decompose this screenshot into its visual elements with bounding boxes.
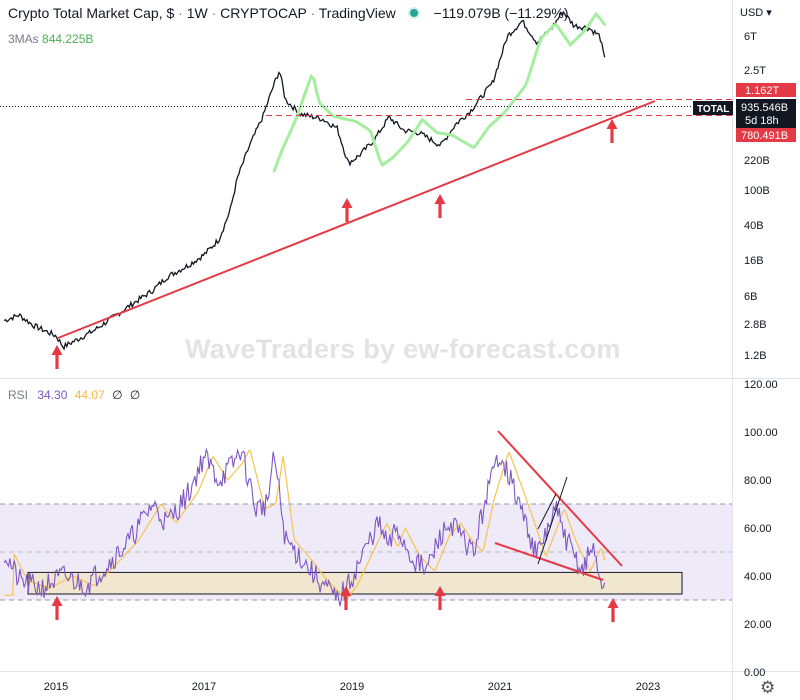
trendline <box>57 100 656 339</box>
rsi-axis-tick: 80.00 <box>744 475 772 487</box>
price-axis-tick: 2.8B <box>744 319 767 331</box>
price-arrow-icon <box>606 119 618 143</box>
price-arrow-icon <box>341 198 353 222</box>
price-axis-tick: 6T <box>744 31 757 43</box>
rsi-legend[interactable]: RSI 34.30 44.07 ∅ ∅ <box>8 388 140 402</box>
ma-series <box>272 11 606 173</box>
time-axis-tick: 2021 <box>488 681 512 693</box>
time-axis-tick: 2023 <box>636 681 660 693</box>
rsi-value-4: ∅ <box>129 388 141 402</box>
lower-price-label: 780.491B <box>741 130 788 142</box>
total-name-tag <box>693 101 733 115</box>
indicator-legend[interactable]: 3MAs 844.225B <box>8 32 93 46</box>
rsi-lower-trendline <box>494 542 604 581</box>
rsi-axis-tick: 120.00 <box>744 379 778 391</box>
rsi-channel-line-2 <box>537 493 557 530</box>
rsi-axis-tick: 60.00 <box>744 523 772 535</box>
rsi-value-3: ∅ <box>112 388 123 402</box>
price-arrow-icon <box>51 345 63 369</box>
price-axis-tick: 16B <box>744 255 764 267</box>
chart-header: Crypto Total Market Cap, $ · 1W · CRYPTO… <box>8 5 569 21</box>
rsi-value: 34.30 <box>37 388 68 402</box>
change-value: −119.079B (−11.29%) <box>433 5 569 21</box>
price-axis-tick: 220B <box>744 155 770 167</box>
upper-price-tag <box>736 83 796 97</box>
countdown-label: 5d 18h <box>745 115 779 127</box>
rsi-axis-tick: 20.00 <box>744 619 772 631</box>
lower-price-tag <box>736 128 796 142</box>
rsi-arrow-icon <box>434 586 446 610</box>
watermark: WaveTraders by ew-forecast.com <box>185 334 621 364</box>
market-status-icon <box>407 7 420 20</box>
price-axis-tick: 1.2B <box>744 350 767 362</box>
rsi-axis-tick: 0.00 <box>744 667 765 679</box>
price-series <box>3 10 606 351</box>
last-price-tag <box>736 99 796 128</box>
rsi-axis-tick: 40.00 <box>744 571 772 583</box>
indicator-name: 3MAs <box>8 32 39 46</box>
price-axis-tick: 100B <box>744 185 770 197</box>
gear-icon[interactable]: ⚙ <box>760 678 776 697</box>
time-axis-tick: 2017 <box>192 681 216 693</box>
symbol-label[interactable]: CRYPTOCAP <box>220 5 307 21</box>
time-axis-tick: 2019 <box>340 681 364 693</box>
rsi-arrow-icon <box>607 598 619 622</box>
rsi-arrow-icon <box>340 586 352 610</box>
price-axis-tick: 6B <box>744 291 757 303</box>
price-arrow-icon <box>434 194 446 218</box>
time-axis-tick: 2015 <box>44 681 68 693</box>
rsi-ma-series <box>4 449 606 601</box>
upper-price-label: 1.162T <box>745 85 780 97</box>
indicator-value: 844.225B <box>42 32 94 46</box>
price-axis-tick: 2.5T <box>744 65 766 77</box>
currency-label: USD ▾ <box>740 7 772 19</box>
rsi-arrow-icon <box>51 596 63 620</box>
rsi-name: RSI <box>8 388 29 402</box>
price-axis-tick: 40B <box>744 220 764 232</box>
total-name-label: TOTAL <box>697 104 729 115</box>
rsi-series <box>3 447 606 607</box>
last-price-label: 935.546B <box>741 102 788 114</box>
rsi-channel-line-1 <box>537 476 568 565</box>
rsi-axis-tick: 100.00 <box>744 427 778 439</box>
source-label: TradingView <box>318 5 396 21</box>
chart-title: Crypto Total Market Cap, $ <box>8 5 175 21</box>
rsi-ma-value: 44.07 <box>74 388 105 402</box>
interval-label[interactable]: 1W <box>186 5 208 21</box>
